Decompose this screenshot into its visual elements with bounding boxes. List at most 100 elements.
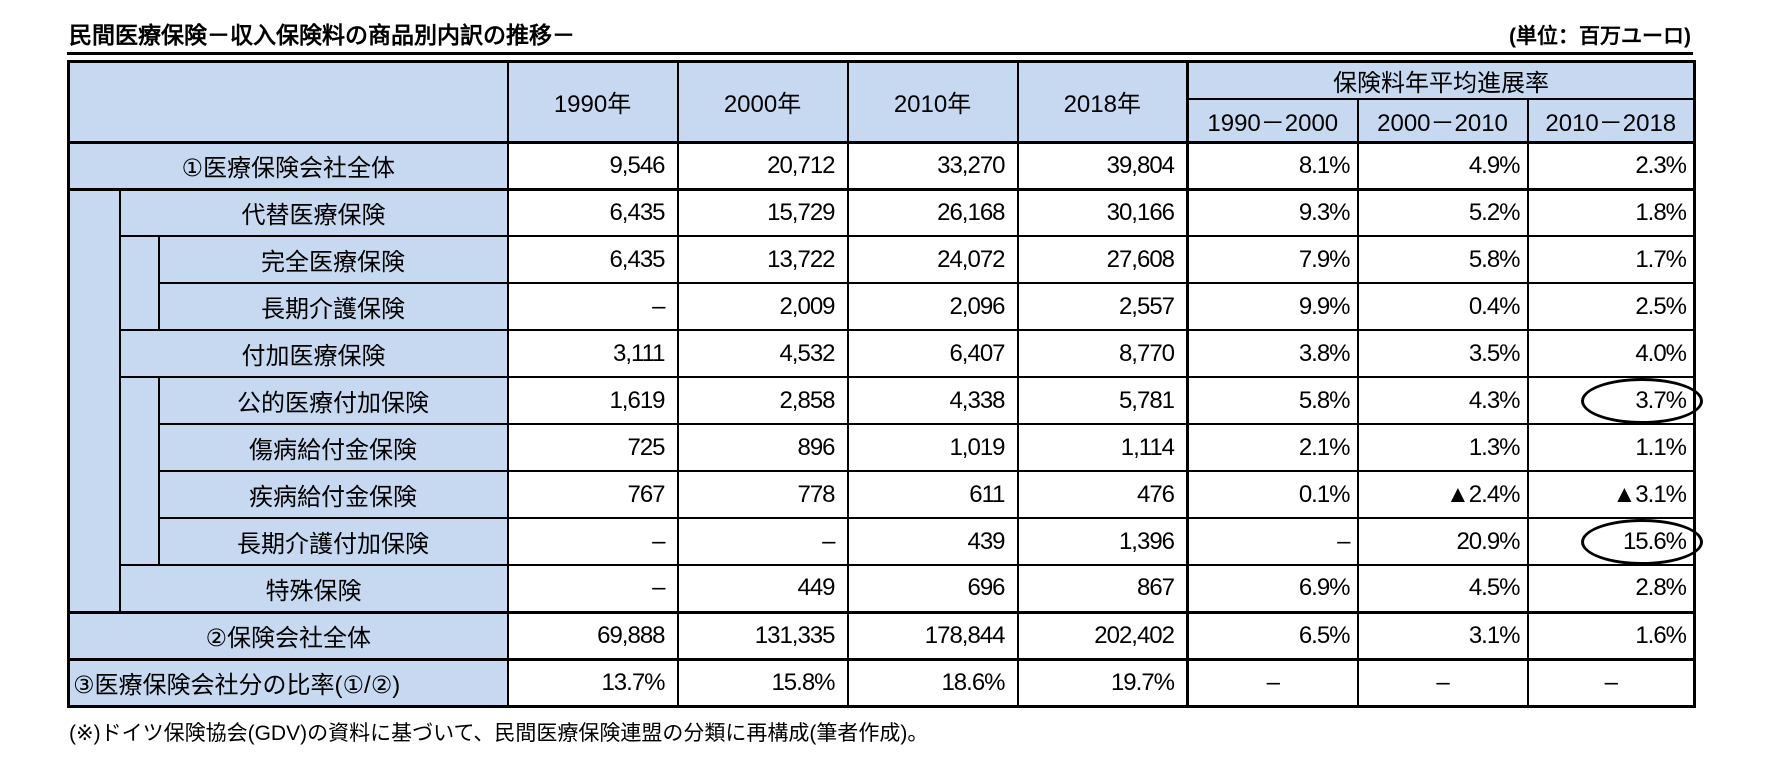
value-cell: 5.8% <box>1356 235 1529 284</box>
value-cell: 4.5% <box>1356 564 1529 613</box>
value-cell: 2,009 <box>676 282 849 331</box>
row-label: 公的医療付加保険 <box>157 376 509 425</box>
value-cell: 6,435 <box>506 187 679 237</box>
col-header-2000-2010: 2000－2010 <box>1356 98 1529 143</box>
value-cell: 6,407 <box>846 329 1019 378</box>
value-cell: 1.1% <box>1526 423 1696 472</box>
value-cell: 178,844 <box>846 610 1019 660</box>
row-label: 疾病給付金保険 <box>157 470 509 519</box>
table-row: 長期介護付加保険 – – 439 1,396 – 20.9% 15.6% <box>69 517 1704 566</box>
value-cell: 696 <box>846 564 1019 613</box>
value-cell: – <box>1526 657 1696 707</box>
value-cell: – <box>1186 517 1359 566</box>
value-cell: 15.8% <box>676 657 849 707</box>
page-title: 民間医療保険－収入保険料の商品別内訳の推移－ <box>69 22 575 48</box>
col-header-1990: 1990年 <box>506 60 679 143</box>
insurance-table: 1990年 2000年 2010年 2018年 保険料年平均進展率 1990－2… <box>67 60 1704 708</box>
value-cell: 6.9% <box>1186 564 1359 613</box>
table-row: ①医療保険会社全体 9,546 20,712 33,270 39,804 8.1… <box>67 140 1696 190</box>
value-cell: 3.1% <box>1356 610 1529 660</box>
value-cell: 439 <box>846 517 1019 566</box>
value-cell: 202,402 <box>1016 610 1189 660</box>
col-header-2000: 2000年 <box>676 60 849 143</box>
value-cell: 33,270 <box>846 140 1019 190</box>
growth-group-header: 保険料年平均進展率 <box>1186 60 1696 100</box>
value-cell: 1,019 <box>846 423 1019 472</box>
value-cell: 3.7% <box>1526 376 1704 425</box>
title-bar: 民間医療保険－収入保険料の商品別内訳の推移－ (単位：百万ユーロ) <box>67 16 1693 55</box>
value-cell: 6,435 <box>506 235 679 284</box>
table-row: 傷病給付金保険 725 896 1,019 1,114 2.1% 1.3% 1.… <box>69 423 1696 472</box>
col-header-2018: 2018年 <box>1016 60 1189 143</box>
value-cell: 13,722 <box>676 235 849 284</box>
value-cell: 24,072 <box>846 235 1019 284</box>
value-cell: 1,619 <box>506 376 679 425</box>
value-cell: 3.8% <box>1186 329 1359 378</box>
value-cell: 9.3% <box>1186 187 1359 237</box>
row-label: ②保険会社全体 <box>67 610 509 660</box>
table-row: 特殊保険 – 449 696 867 6.9% 4.5% 2.8% <box>69 564 1696 613</box>
value-cell: 8,770 <box>1016 329 1189 378</box>
value-cell: ▲3.1% <box>1526 470 1696 519</box>
value-cell: 5.2% <box>1356 187 1529 237</box>
label-column-header <box>67 60 509 143</box>
value-cell: ▲2.4% <box>1356 470 1529 519</box>
table-row: ②保険会社全体 69,888 131,335 178,844 202,402 6… <box>67 610 1696 660</box>
table-row: 疾病給付金保険 767 778 611 476 0.1% ▲2.4% ▲3.1% <box>69 470 1696 519</box>
value-cell: 2.8% <box>1526 564 1696 613</box>
value-cell: 8.1% <box>1186 140 1359 190</box>
report-page: 民間医療保険－収入保険料の商品別内訳の推移－ (単位：百万ユーロ) 1990年 … <box>67 16 1704 747</box>
value-cell: 4.9% <box>1356 140 1529 190</box>
row-label: 完全医療保険 <box>157 235 509 284</box>
value-cell: 725 <box>506 423 679 472</box>
value-cell: 9,546 <box>506 140 679 190</box>
value-cell: 896 <box>676 423 849 472</box>
row-label: ①医療保険会社全体 <box>67 140 509 190</box>
value-cell: 30,166 <box>1016 187 1189 237</box>
row-label: 付加医療保険 <box>118 329 509 378</box>
unit-label: (単位：百万ユーロ) <box>1509 25 1691 48</box>
value-cell: 1.7% <box>1526 235 1696 284</box>
value-cell: 15.6% <box>1526 517 1704 566</box>
row-label: 代替医療保険 <box>118 187 509 237</box>
value-cell: – <box>1186 657 1359 707</box>
row-label: 特殊保険 <box>118 564 509 613</box>
value-cell: 2,096 <box>846 282 1019 331</box>
value-cell: 9.9% <box>1186 282 1359 331</box>
value-cell: 5,781 <box>1016 376 1189 425</box>
value-cell: 2,858 <box>676 376 849 425</box>
value-cell: 1.8% <box>1526 187 1696 237</box>
value-cell: 2.1% <box>1186 423 1359 472</box>
value-cell: 4,532 <box>676 329 849 378</box>
value-cell: 4.0% <box>1526 329 1696 378</box>
value-cell: 1,114 <box>1016 423 1189 472</box>
col-header-2010-2018: 2010－2018 <box>1526 98 1696 143</box>
row-label: 傷病給付金保険 <box>157 423 509 472</box>
value-cell: 2.3% <box>1526 140 1696 190</box>
row-label: ③医療保険会社分の比率(①/②) <box>67 657 509 707</box>
value-cell: 0.4% <box>1356 282 1529 331</box>
value-cell: 69,888 <box>506 610 679 660</box>
indent-strip <box>118 376 160 566</box>
value-cell: 15,729 <box>676 187 849 237</box>
table-row: 長期介護保険 – 2,009 2,096 2,557 9.9% 0.4% 2.5… <box>69 282 1696 331</box>
indent-strip <box>118 235 160 331</box>
value-cell: 867 <box>1016 564 1189 613</box>
col-header-1990-2000: 1990－2000 <box>1186 98 1359 143</box>
value-cell: 3,111 <box>506 329 679 378</box>
value-cell: 2,557 <box>1016 282 1189 331</box>
row-label: 長期介護保険 <box>157 282 509 331</box>
value-cell: 476 <box>1016 470 1189 519</box>
value-cell: 767 <box>506 470 679 519</box>
value-cell: 13.7% <box>506 657 679 707</box>
source-footnote: (※)ドイツ保険協会(GDV)の資料に基づいて、民間医療保険連盟の分類に再構成(… <box>69 721 929 745</box>
value-cell: 39,804 <box>1016 140 1189 190</box>
value-cell: 449 <box>676 564 849 613</box>
value-cell: 18.6% <box>846 657 1019 707</box>
table-row: 付加医療保険 3,111 4,532 6,407 8,770 3.8% 3.5%… <box>69 329 1696 378</box>
value-cell: – <box>506 282 679 331</box>
value-cell: 778 <box>676 470 849 519</box>
value-cell: – <box>676 517 849 566</box>
indent-strip <box>67 187 121 613</box>
value-cell: 26,168 <box>846 187 1019 237</box>
